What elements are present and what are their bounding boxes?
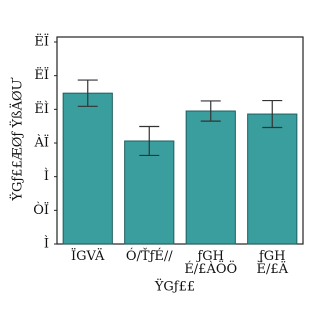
y-tick-label: Ì (44, 168, 49, 184)
x-tick-label-line: Ó/ŤƒÉ// (126, 247, 173, 264)
x-tick-label: Ó/ŤƒÉ// (126, 247, 173, 264)
x-tick-label: ƒGH É/£Ä (256, 249, 288, 277)
y-tick-label: ËÏ (34, 33, 49, 50)
plot-frame (56, 36, 304, 245)
bar (185, 110, 236, 245)
bar (247, 113, 298, 245)
x-tick-label-line: É/£Ä (256, 260, 288, 277)
x-tick-label-line: ƒGH (195, 249, 224, 264)
x-tick-label-line: ƒGH (257, 249, 286, 264)
y-axis-label: ŸGƒ££ÆØƒ ŸßÄØƯ (9, 77, 26, 201)
y-tick-label: ËÌ (34, 100, 49, 117)
x-tick-label: ƒGH É/£ÀÖÖ (184, 249, 237, 277)
bar (62, 92, 113, 245)
x-tick-label-line: É/£ÀÖÖ (184, 260, 237, 277)
y-tick-label: ËÏ (34, 66, 49, 83)
x-tick-label: ÏGVÄ (71, 247, 105, 264)
x-axis-label: ŸGƒ££ (154, 278, 195, 295)
y-tick-label: Ì (44, 236, 49, 252)
bar (124, 140, 175, 245)
x-tick-label-line: ÏGVÄ (71, 247, 105, 264)
y-tick-label: ÒÏ (33, 201, 49, 218)
y-tick-label: ÀÏ (33, 134, 49, 151)
